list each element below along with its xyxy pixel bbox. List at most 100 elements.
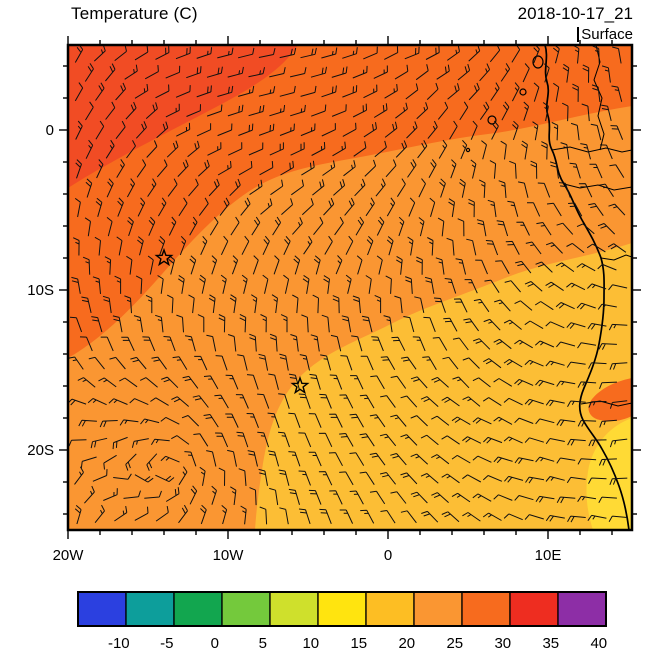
wind-barb <box>283 235 291 256</box>
wind-barb <box>577 458 597 465</box>
wind-barb <box>451 416 471 426</box>
wind-barb <box>556 419 576 427</box>
wind-barb <box>483 436 503 444</box>
wind-barb <box>545 360 565 367</box>
wind-barb <box>598 343 617 350</box>
wind-barb <box>394 295 403 314</box>
wind-barb <box>349 413 364 428</box>
wind-barb <box>407 236 414 256</box>
wind-barb <box>300 85 317 97</box>
axis-labels: 0 10S 20S 20W 10W 0 10E <box>27 122 561 564</box>
wind-barb <box>426 82 439 100</box>
wind-barb <box>182 375 199 389</box>
wind-barb <box>514 417 534 424</box>
wind-barb <box>258 47 276 58</box>
wind-barb <box>134 83 149 99</box>
coastline-layer <box>465 45 632 530</box>
wind-barb <box>207 142 222 156</box>
wind-barb <box>114 275 122 294</box>
wind-barb <box>428 159 437 179</box>
wind-barb <box>151 356 168 370</box>
wind-barb <box>125 453 137 471</box>
wind-barb <box>462 512 481 522</box>
wind-barb <box>230 216 240 236</box>
wind-barb <box>441 511 460 523</box>
wind-barb <box>75 120 83 140</box>
wind-barb <box>165 65 181 79</box>
wind-barb <box>99 420 118 428</box>
wind-barb <box>279 123 295 136</box>
wind-barb <box>588 439 607 447</box>
wind-barb <box>365 197 375 217</box>
wind-barb <box>184 451 197 467</box>
wind-barb <box>186 104 201 117</box>
wind-barb <box>400 434 418 446</box>
wind-barb <box>68 439 87 447</box>
wind-barb <box>197 314 205 333</box>
wind-barb <box>576 263 596 272</box>
wind-barb <box>504 280 521 293</box>
wind-barb <box>483 358 502 369</box>
wind-barb <box>551 121 559 141</box>
wind-barb <box>395 140 408 158</box>
wind-barb <box>494 299 511 312</box>
wind-barb <box>108 398 128 405</box>
wind-barb <box>384 84 398 99</box>
wind-barb <box>431 415 450 426</box>
wind-barb <box>124 295 132 314</box>
wind-barb <box>384 121 398 138</box>
wind-barb <box>308 489 322 505</box>
wind-barb <box>328 452 343 467</box>
colorbar-label: -5 <box>160 635 173 652</box>
wind-barb <box>147 178 157 197</box>
wind-barb <box>147 255 154 275</box>
wind-barb <box>115 82 127 101</box>
country-border <box>580 400 632 407</box>
wind-barb <box>423 316 436 332</box>
wind-barb <box>235 394 249 409</box>
wind-barb <box>105 101 116 120</box>
wind-barb <box>171 435 190 445</box>
wind-barb <box>345 274 352 294</box>
wind-barb <box>193 433 209 447</box>
wind-barb <box>390 453 407 466</box>
wind-barb <box>291 179 304 196</box>
wind-barb <box>126 178 136 198</box>
wind-barb <box>150 438 170 445</box>
wind-barb <box>106 217 113 237</box>
wind-barb <box>577 381 597 388</box>
wind-barb <box>476 219 487 237</box>
wind-barb <box>324 235 333 255</box>
wind-barb <box>578 183 593 198</box>
wind-barb <box>134 474 154 483</box>
wind-barb <box>598 496 617 504</box>
wind-barb <box>171 396 190 407</box>
valid-time-label: 2018-10-17_21 <box>517 4 633 23</box>
wind-barb <box>238 123 254 136</box>
wind-barb <box>258 123 275 136</box>
wind-barb <box>512 120 519 141</box>
colorbar-label: 25 <box>446 635 463 652</box>
wind-barb <box>227 66 244 78</box>
wind-barb <box>318 432 333 448</box>
wind-barb <box>479 63 491 82</box>
wind-barb <box>360 355 374 371</box>
wind-barb <box>355 216 365 236</box>
wind-barb <box>238 468 247 486</box>
wind-barb <box>468 82 480 101</box>
level-label: Surface <box>581 26 633 43</box>
wind-barb <box>452 376 470 389</box>
wind-barb <box>135 121 147 139</box>
wind-barb <box>112 315 123 333</box>
wind-barb <box>155 314 164 333</box>
wind-barb <box>85 139 94 159</box>
wind-barb <box>535 456 555 463</box>
wind-barb <box>323 197 335 216</box>
wind-barb <box>609 400 628 409</box>
wind-barb <box>524 437 544 443</box>
wind-barb <box>115 120 126 140</box>
wind-barb <box>155 474 175 483</box>
wind-barb <box>133 315 144 333</box>
wind-barb <box>331 66 348 78</box>
wind-barb <box>339 509 354 524</box>
